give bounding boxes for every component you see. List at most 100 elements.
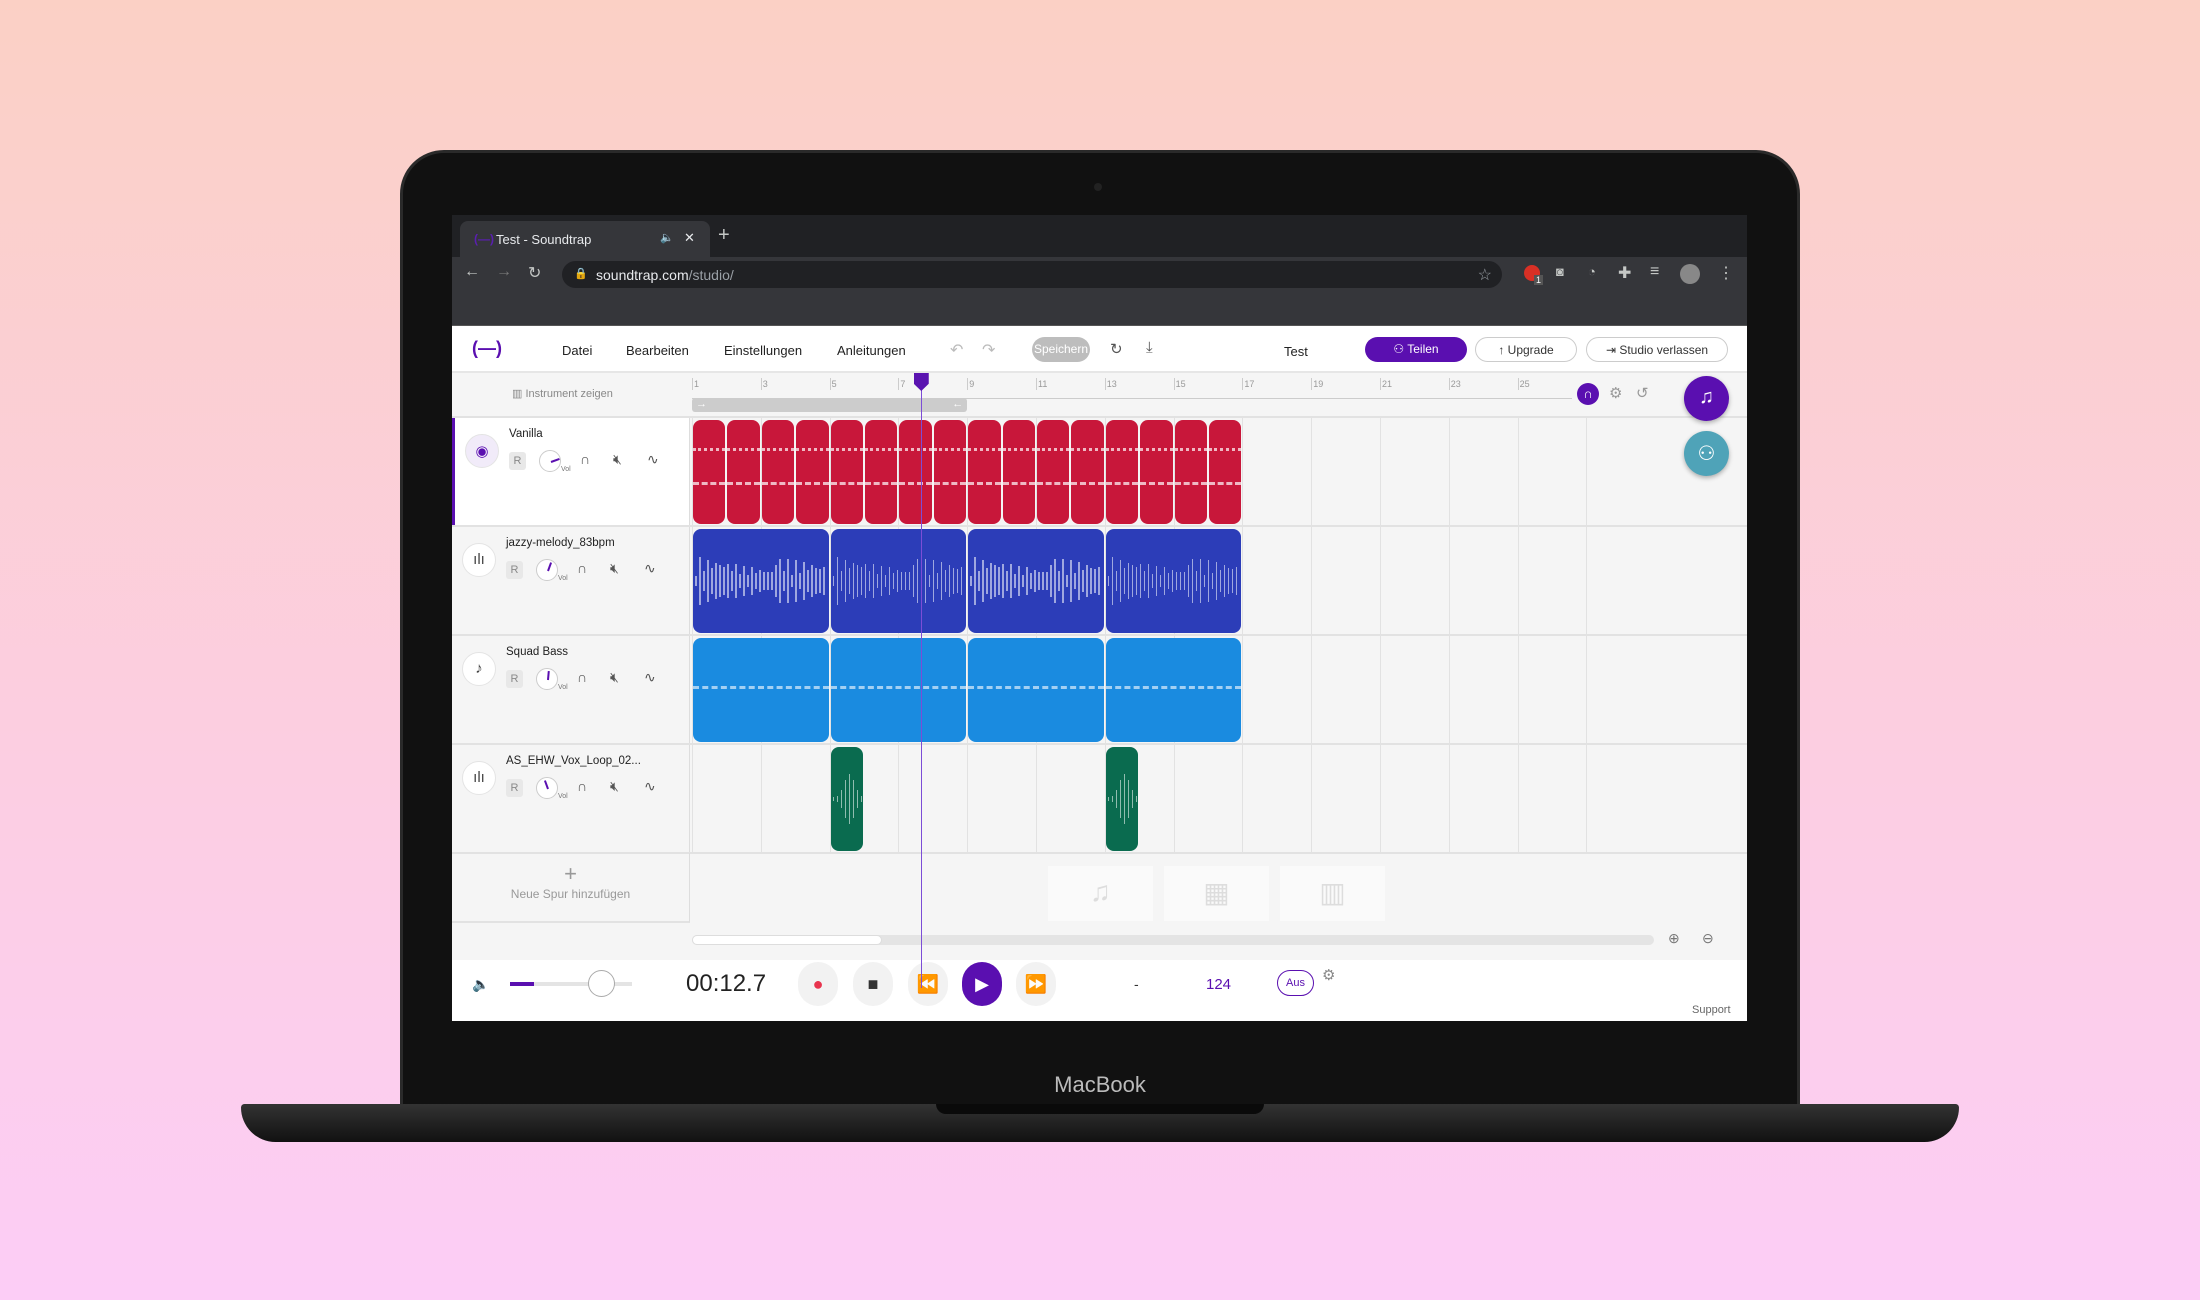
volume-knob[interactable] <box>536 668 558 690</box>
menu-bearbeiten[interactable]: Bearbeiten <box>626 343 689 358</box>
loop-region[interactable]: → ← <box>692 398 968 412</box>
metronome-settings-icon[interactable]: ⚙ <box>1322 967 1336 984</box>
track-header[interactable]: ılı AS_EHW_Vox_Loop_02... R Vol ∩ 🔇︎ ∿ <box>452 745 690 852</box>
record-arm-button[interactable]: R <box>506 561 523 579</box>
track-name[interactable]: Vanilla <box>509 428 543 440</box>
drum-icon[interactable]: ◉ <box>465 434 499 468</box>
audio-clip[interactable] <box>933 420 967 524</box>
scrollbar-thumb[interactable] <box>692 935 882 945</box>
track-name[interactable]: AS_EHW_Vox_Loop_02... <box>506 755 641 767</box>
headphones-solo-icon[interactable]: ∩ <box>577 669 588 685</box>
audio-clip[interactable] <box>830 638 967 742</box>
record-button[interactable]: ● <box>798 962 838 1006</box>
browser-menu-icon[interactable]: ⋮ <box>1718 265 1734 282</box>
rewind-button[interactable]: ⏪ <box>908 962 948 1006</box>
camera-extension-icon[interactable]: ◙ <box>1556 264 1564 279</box>
mute-icon[interactable]: 🔇︎ <box>610 669 619 685</box>
soundtrap-logo[interactable]: (—) <box>472 338 502 358</box>
volume-icon[interactable]: 🔈 <box>472 976 490 992</box>
undo-icon[interactable]: ↶ <box>950 342 964 359</box>
browser-tab[interactable]: (—) Test - Soundtrap 🔈 ✕ <box>460 221 710 257</box>
audio-clip[interactable] <box>796 420 829 524</box>
audio-clip[interactable] <box>693 529 829 633</box>
beat-grid-icon[interactable]: ▦ <box>1164 866 1269 921</box>
gauge-extension-icon[interactable]: ◔ <box>1588 264 1596 279</box>
audio-clip[interactable] <box>693 638 829 742</box>
back-icon[interactable]: ← <box>464 263 480 280</box>
metronome-toggle[interactable]: Aus <box>1277 970 1314 996</box>
timeline-ruler[interactable]: ▥ Instrument zeigen 1 3 5 7 9 11 13 15 17 19 21 23 2… <box>452 373 1747 418</box>
track-name[interactable]: jazzy-melody_83bpm <box>506 537 615 549</box>
reload-icon[interactable]: ↻ <box>528 265 542 282</box>
track-name[interactable]: Squad Bass <box>506 646 569 658</box>
audio-clip[interactable] <box>830 529 967 633</box>
upgrade-button[interactable]: ↑ Upgrade <box>1475 337 1577 362</box>
share-button[interactable]: ⚇ Teilen <box>1365 337 1467 362</box>
volume-knob[interactable] <box>536 559 558 581</box>
close-tab-icon[interactable]: ✕ <box>684 230 695 245</box>
tempo-display[interactable]: 124 <box>1206 976 1232 993</box>
project-title[interactable]: Test <box>1284 344 1308 359</box>
forward-icon[interactable]: → <box>496 263 512 280</box>
save-button[interactable]: Speichern <box>1032 337 1090 362</box>
audio-clip[interactable] <box>1140 420 1173 524</box>
automation-icon[interactable]: ∿ <box>644 560 656 576</box>
audio-clip[interactable] <box>1071 420 1104 524</box>
automation-icon[interactable]: ∿ <box>644 669 656 685</box>
playhead-handle[interactable] <box>913 373 929 391</box>
redo-icon[interactable]: ↷ <box>982 342 996 359</box>
track-header[interactable]: ◉ Vanilla R Vol ∩ 🔇︎ ∿ <box>452 418 690 525</box>
audio-clip[interactable] <box>968 529 1104 633</box>
settings-icon[interactable]: ⚙ <box>1609 385 1623 402</box>
record-arm-button[interactable]: R <box>506 779 523 797</box>
playhead[interactable] <box>920 373 922 988</box>
waveform-icon[interactable]: ılı <box>462 543 496 577</box>
volume-knob[interactable] <box>536 777 558 799</box>
download-icon[interactable]: ⤓ <box>1146 339 1153 356</box>
zoom-out-icon[interactable]: ⊖ <box>1702 930 1714 946</box>
media-control-icon[interactable]: ≡ <box>1650 263 1660 280</box>
music-library-button[interactable]: ♫ <box>1684 376 1729 421</box>
address-bar[interactable]: 🔒 soundtrap.com/studio/ ☆ <box>562 261 1502 288</box>
play-button[interactable]: ▶ <box>962 962 1002 1006</box>
record-arm-button[interactable]: R <box>509 452 526 470</box>
audio-clip[interactable] <box>1209 420 1242 524</box>
mute-icon[interactable]: 🔇︎ <box>610 560 619 576</box>
audio-clip[interactable] <box>1105 747 1139 851</box>
menu-einstellungen[interactable]: Einstellungen <box>724 343 803 358</box>
collaborators-button[interactable]: ⚇ <box>1684 431 1729 476</box>
bookmark-star-icon[interactable]: ☆ <box>1477 267 1492 284</box>
horizontal-scrollbar[interactable] <box>692 935 1654 945</box>
stop-button[interactable]: ■ <box>853 962 893 1006</box>
audio-clip[interactable] <box>865 420 898 524</box>
history-icon[interactable]: ↻ <box>1110 341 1123 358</box>
headphones-monitor-icon[interactable]: ∩ <box>1577 383 1599 405</box>
audio-clip[interactable] <box>1105 529 1242 633</box>
audio-clip[interactable] <box>968 638 1104 742</box>
audio-clip[interactable] <box>1037 420 1070 524</box>
audio-clip[interactable] <box>1174 420 1207 524</box>
master-volume-slider[interactable] <box>510 982 632 986</box>
headphones-solo-icon[interactable]: ∩ <box>580 451 591 467</box>
audio-clip[interactable] <box>1105 638 1242 742</box>
loop-icon[interactable]: ↺ <box>1636 385 1649 402</box>
speaker-icon[interactable]: 🔈 <box>660 232 674 244</box>
audio-clip[interactable] <box>968 420 1001 524</box>
add-track-button[interactable]: + Neue Spur hinzufügen <box>452 853 690 923</box>
guitar-icon[interactable]: ♪ <box>462 652 496 686</box>
music-note-icon[interactable]: ♫ <box>1048 866 1153 921</box>
audio-clip[interactable] <box>830 420 863 524</box>
audio-clip[interactable] <box>727 420 760 524</box>
menu-anleitungen[interactable]: Anleitungen <box>837 343 906 358</box>
show-instrument-button[interactable]: ▥ Instrument zeigen <box>512 387 613 400</box>
mute-icon[interactable]: 🔇︎ <box>613 451 622 467</box>
keyboard-icon[interactable]: ▥ <box>1280 866 1385 921</box>
volume-knob[interactable] <box>539 450 561 472</box>
zoom-in-icon[interactable]: ⊕ <box>1668 930 1680 946</box>
automation-icon[interactable]: ∿ <box>644 778 656 794</box>
support-link[interactable]: Support <box>1692 1004 1731 1016</box>
audio-clip[interactable] <box>830 747 863 851</box>
audio-clip[interactable] <box>693 420 726 524</box>
waveform-icon[interactable]: ılı <box>462 761 496 795</box>
audio-clip[interactable] <box>1105 420 1139 524</box>
